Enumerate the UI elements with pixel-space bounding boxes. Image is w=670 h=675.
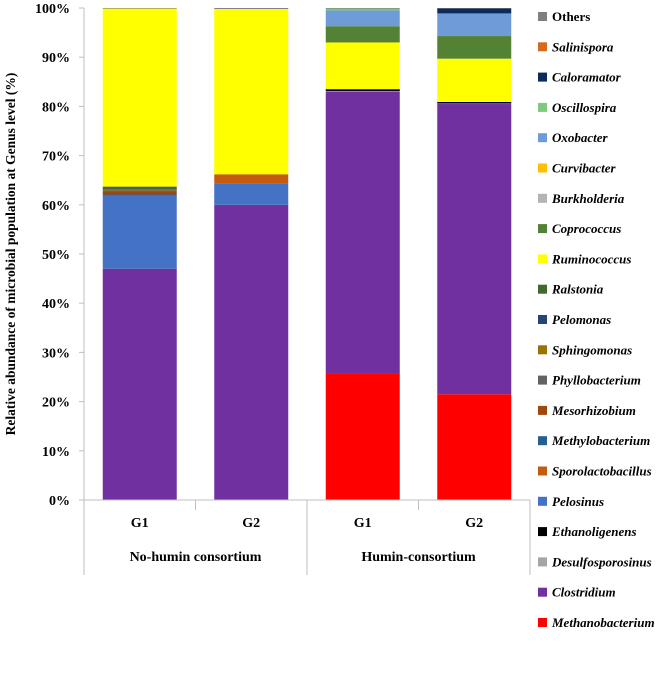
bars-layer (102, 8, 512, 501)
bar-segment-methylobacterium (102, 194, 177, 196)
legend-swatch (538, 12, 547, 21)
bar-segment-ralstonia (102, 186, 177, 189)
bar-segment-pelosinus (102, 194, 177, 269)
bar-segment-phyllobacterium (102, 190, 177, 193)
x-tick-label: G2 (465, 516, 483, 531)
legend-swatch (538, 193, 547, 203)
bar-segment-desulfosporosinus (437, 103, 512, 105)
bar-segment-others (102, 8, 177, 9)
legend-swatch (538, 133, 547, 143)
legend-swatch (538, 527, 547, 537)
bar-segment-desulfosporosinus (325, 91, 400, 92)
y-tick-label: 80% (42, 100, 70, 115)
legend-swatch (538, 315, 547, 324)
legend-label: Pelomonas (552, 312, 611, 327)
bar-segment-clostridium (102, 268, 177, 500)
y-tick-label: 40% (42, 297, 70, 312)
legend-label: Others (552, 9, 590, 24)
bar-segment-ruminococcus (325, 42, 400, 90)
legend-label: Curvibacter (552, 161, 616, 176)
legend-swatch (538, 345, 547, 355)
legend-label: Ethanoligenens (551, 524, 637, 539)
legend-label: Mesorhizobium (551, 403, 636, 418)
y-tick-label: 100% (35, 2, 70, 17)
legend-label: Desulfosporosinus (551, 554, 652, 569)
bar-segment-ruminococcus (214, 8, 289, 175)
legend-swatch (538, 587, 547, 597)
y-tick-label: 50% (42, 248, 70, 263)
legend-swatch (538, 436, 547, 446)
legend-label: Coprococcus (552, 221, 621, 236)
bar-segment-sporolactobacillus (214, 174, 289, 184)
y-tick-label: 70% (42, 150, 70, 165)
legend-swatch (538, 557, 547, 567)
bar-segment-methanobacterium (437, 394, 512, 500)
legend-label: Sphingomonas (552, 342, 632, 357)
legend-swatch (538, 102, 547, 112)
legend-label: Ruminococcus (551, 251, 631, 266)
legend-label: Burkholderia (551, 191, 625, 206)
legend-label: Salinispora (552, 39, 614, 54)
bar-segment-methanobacterium (325, 373, 400, 500)
bar-segment-oscillospira (325, 8, 400, 11)
legend-swatch (538, 224, 547, 234)
bar-segment-pelomonas (102, 188, 177, 190)
legend-label: Sporolactobacillus (552, 464, 652, 479)
bar-segment-clostridium (214, 204, 289, 501)
legend-label: Pelosinus (552, 494, 604, 509)
legend-swatch (538, 163, 547, 173)
y-axis-label: Relative abundance of microbial populati… (3, 73, 18, 436)
bar-segment-coprococcus (325, 26, 400, 43)
bar-segment-sphingomonas (102, 189, 177, 191)
legend-label: Methanobacterium (551, 615, 655, 630)
bar-segment-ethanoligenens (437, 101, 512, 104)
legend-swatch (538, 284, 547, 294)
legend-label: Clostridium (552, 585, 616, 600)
y-tick-label: 90% (42, 51, 70, 66)
legend-label: Methylobacterium (551, 433, 650, 448)
y-tick-label: 30% (42, 346, 70, 361)
bar-segment-coprococcus (437, 36, 512, 59)
bar-segment-caloramator (437, 8, 512, 14)
bar-segment-ruminococcus (102, 8, 177, 187)
bar-segment-oxobacter (325, 10, 400, 27)
legend-label: Caloramator (552, 70, 622, 85)
legend-label: Oxobacter (552, 130, 609, 145)
y-tick-label: 20% (42, 396, 70, 411)
legend-label: Ralstonia (551, 282, 604, 297)
legend-swatch (538, 466, 547, 476)
legend-swatch (538, 42, 547, 52)
bar-segment-clostridium (437, 103, 512, 395)
x-group-label: Humin-consortium (361, 550, 476, 565)
bar-segment-mesorhizobium (102, 192, 177, 195)
bar-segment-pelosinus (214, 183, 289, 205)
legend-swatch (538, 405, 547, 415)
y-tick-label: 10% (42, 445, 70, 460)
y-tick-label: 60% (42, 199, 70, 214)
legend-swatch (538, 254, 547, 264)
x-tick-label: G1 (131, 516, 149, 531)
legend-swatch (538, 72, 547, 82)
bar-segment-ruminococcus (437, 58, 512, 102)
legend: Others Salinispora Caloramator Oscillospira… (538, 9, 655, 630)
axes-layer: 0% 10% 20% 30% 40% 50% 60% 70% 80% 90% 100% (35, 2, 85, 509)
bar-segment-clostridium (325, 91, 400, 374)
legend-label: Oscillospira (552, 100, 617, 115)
bar-segment-others (214, 8, 289, 9)
legend-swatch (538, 618, 547, 627)
bar-segment-oxobacter (437, 13, 512, 37)
bar-segment-others (437, 8, 512, 9)
x-tick-label: G2 (242, 516, 260, 531)
x-axis-layer: G1 G2 G1 G2 No-humin consortium Humin-consort… (83, 499, 531, 575)
x-tick-label: G1 (354, 516, 372, 531)
legend-swatch (538, 496, 547, 506)
y-tick-label: 0% (49, 494, 70, 509)
bar-segment-others (325, 8, 400, 9)
bar-segment-ethanoligenens (325, 89, 400, 92)
x-group-label: No-humin consortium (130, 550, 262, 565)
legend-label: Phyllobacterium (552, 373, 641, 388)
legend-swatch (538, 375, 547, 385)
